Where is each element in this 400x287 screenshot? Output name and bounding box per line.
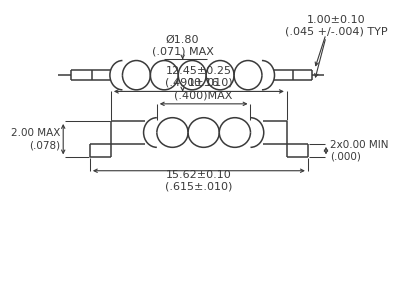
Text: Ø1.80
(.071) MAX: Ø1.80 (.071) MAX bbox=[152, 35, 214, 57]
Text: 15.62±0.10
(.615±.010): 15.62±0.10 (.615±.010) bbox=[165, 170, 232, 192]
Text: 2.00 MAX
(.078): 2.00 MAX (.078) bbox=[11, 128, 60, 150]
Text: 12.45±0.25
(.490±.010): 12.45±0.25 (.490±.010) bbox=[165, 66, 233, 88]
Text: 2x0.00 MIN
(.000): 2x0.00 MIN (.000) bbox=[330, 140, 388, 162]
Text: 10.16
(.400)MAX: 10.16 (.400)MAX bbox=[174, 78, 233, 100]
Text: 1.00±0.10
(.045 +/-.004) TYP: 1.00±0.10 (.045 +/-.004) TYP bbox=[285, 15, 388, 36]
